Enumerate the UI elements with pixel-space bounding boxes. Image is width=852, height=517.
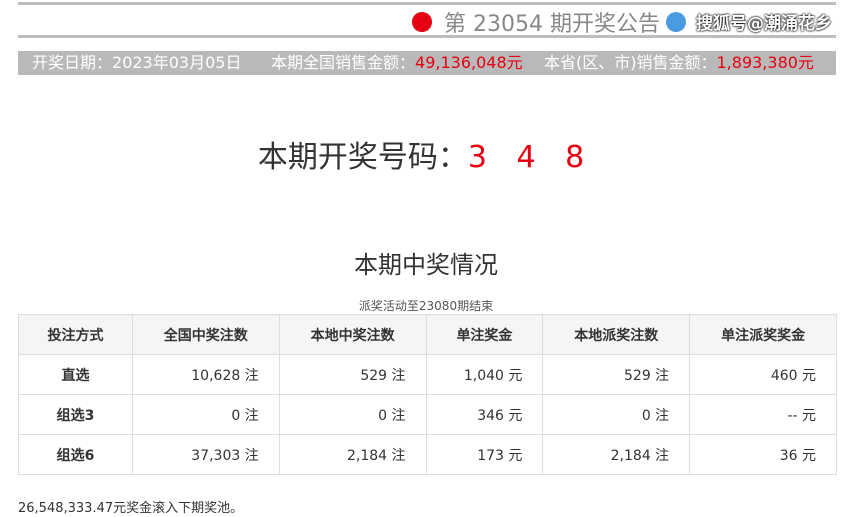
province-value: 1,893,380元: [716, 53, 814, 72]
column-header: 全国中奖注数: [131, 314, 280, 355]
bet-type-cell: 直选: [18, 354, 133, 395]
table-cell: 0 注: [542, 394, 691, 435]
table-cell: 10,628 注: [131, 354, 280, 395]
table-cell: 529 注: [278, 354, 427, 395]
table-cell: 460 元: [689, 354, 837, 395]
province-sales: 本省(区、市)销售金额：1,893,380元: [544, 51, 814, 75]
title-text: 第 23054 期开奖公告: [444, 12, 660, 37]
date-value: 2023年03月05日: [112, 53, 242, 72]
table-cell: 346 元: [425, 394, 544, 435]
draw-date: 开奖日期：2023年03月05日: [32, 51, 241, 75]
numbers-value: 3 4 8: [467, 140, 595, 175]
table-cell: 37,303 注: [131, 434, 280, 475]
table-cell: 2,184 注: [542, 434, 691, 475]
national-label: 本期全国销售金额：: [271, 53, 416, 72]
top-divider: [18, 2, 836, 5]
province-label: 本省(区、市)销售金额：: [544, 53, 717, 72]
table-cell: 529 注: [542, 354, 691, 395]
column-header: 本地派奖注数: [542, 314, 691, 355]
prize-note: 派奖活动至23080期结束: [358, 299, 494, 313]
table-cell: 0 注: [278, 394, 427, 435]
column-header: 投注方式: [18, 314, 133, 355]
national-value: 49,136,048元: [415, 53, 523, 72]
blue-dot-icon: [666, 12, 686, 32]
bet-type-cell: 组选3: [18, 394, 133, 435]
table-row: 直选 10,628 注 529 注 1,040 元 529 注 460 元: [18, 354, 837, 395]
prize-title: 本期中奖情况: [354, 251, 498, 279]
table-cell: 1,040 元: [425, 354, 544, 395]
date-label: 开奖日期：: [32, 53, 113, 72]
page-title: 第 23054 期开奖公告: [412, 6, 686, 38]
table-row: 组选6 37,303 注 2,184 注 173 元 2,184 注 36 元: [18, 434, 837, 475]
info-bar: 开奖日期：2023年03月05日 本期全国销售金额：49,136,048元 本省…: [18, 51, 836, 75]
title-divider: [18, 35, 836, 38]
winning-numbers: 本期开奖号码：3 4 8: [0, 132, 852, 176]
watermark: 搜狐号@潮涌花乡: [696, 14, 832, 34]
prize-table: 投注方式 全国中奖注数 本地中奖注数 单注奖金 本地派奖注数 单注派奖奖金 直选…: [18, 314, 837, 475]
pool-rollover: 26,548,333.47元奖金滚入下期奖池。: [18, 501, 244, 516]
table-header: 投注方式 全国中奖注数 本地中奖注数 单注奖金 本地派奖注数 单注派奖奖金: [18, 314, 837, 355]
national-sales: 本期全国销售金额：49,136,048元: [271, 51, 523, 75]
red-dot-icon: [412, 12, 433, 32]
table-cell: 173 元: [425, 434, 544, 475]
column-header: 单注奖金: [425, 314, 544, 355]
table-cell: 2,184 注: [278, 434, 427, 475]
numbers-label: 本期开奖号码：: [257, 140, 468, 175]
table-cell: -- 元: [689, 394, 837, 435]
bet-type-cell: 组选6: [18, 434, 133, 475]
table-cell: 0 注: [131, 394, 280, 435]
column-header: 本地中奖注数: [278, 314, 427, 355]
table-cell: 36 元: [689, 434, 837, 475]
column-header: 单注派奖奖金: [689, 314, 837, 355]
